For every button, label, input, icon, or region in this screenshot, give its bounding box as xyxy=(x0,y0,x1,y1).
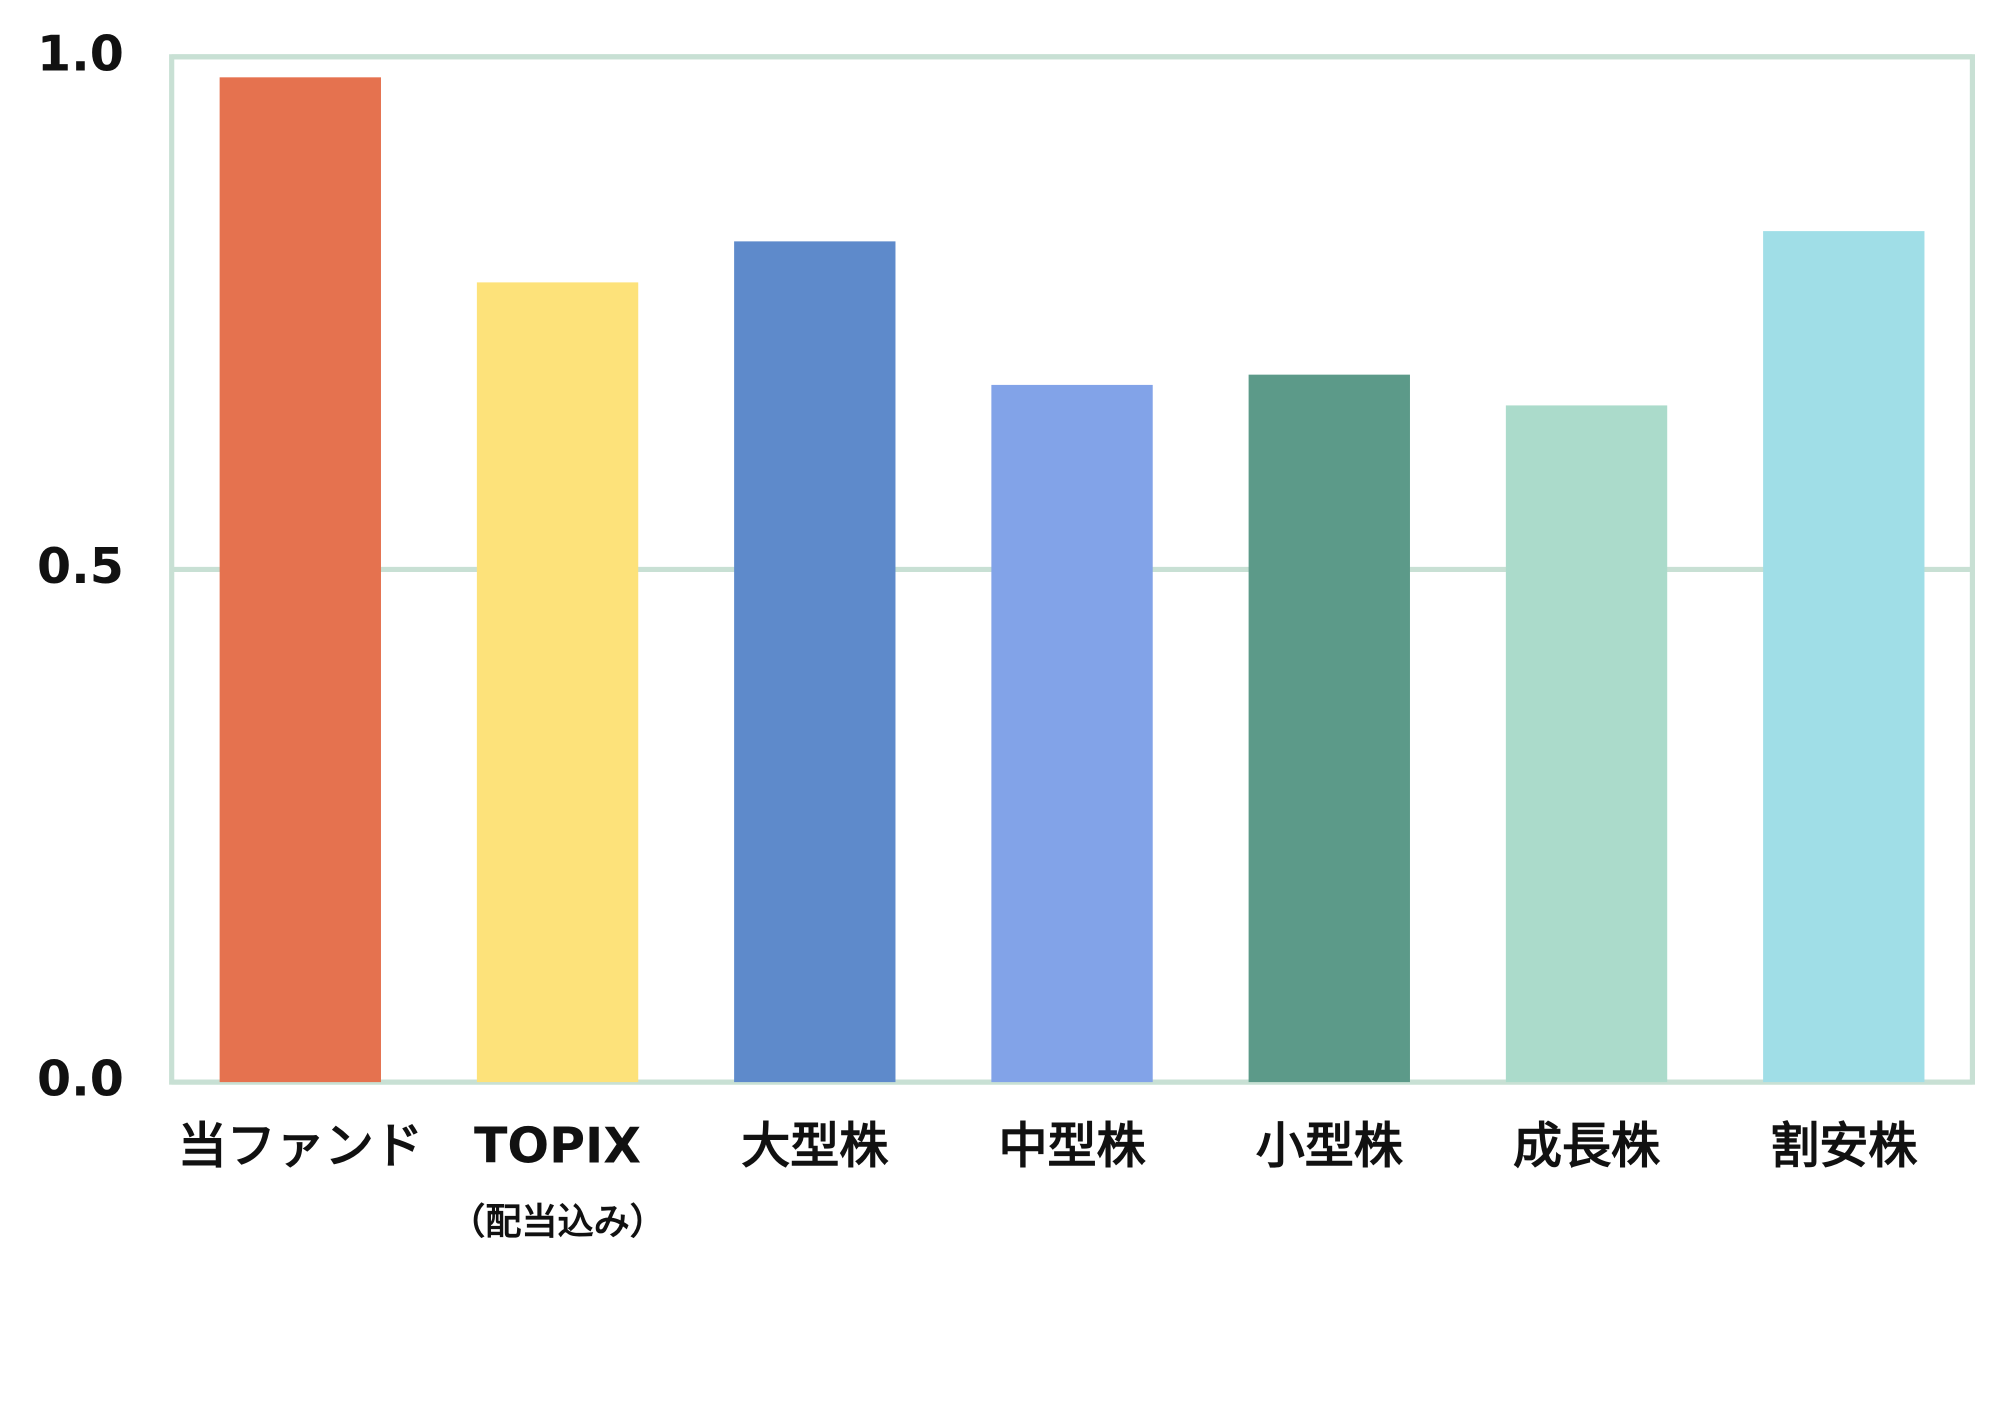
x-tick-label: 成長株 xyxy=(1513,1117,1661,1175)
bar xyxy=(991,384,1153,1083)
bar xyxy=(219,77,381,1083)
bar xyxy=(1505,405,1668,1083)
x-tick-note: （配当込み） xyxy=(449,1200,666,1243)
bar xyxy=(1763,231,1925,1083)
bar xyxy=(476,282,639,1083)
y-tick-label: 0.0 xyxy=(37,1050,124,1108)
x-tick-label: 大型株 xyxy=(741,1117,889,1175)
bar xyxy=(1248,374,1410,1083)
bar xyxy=(734,241,896,1083)
y-tick-label: 1.0 xyxy=(37,24,124,82)
x-tick-label: 割安株 xyxy=(1770,1117,1918,1175)
x-tick-label: TOPIX xyxy=(474,1117,641,1175)
y-tick-label: 0.5 xyxy=(37,537,124,595)
x-tick-label: 中型株 xyxy=(998,1117,1146,1175)
x-tick-label: 当ファンド xyxy=(178,1117,423,1175)
x-tick-label: 小型株 xyxy=(1256,1117,1404,1175)
